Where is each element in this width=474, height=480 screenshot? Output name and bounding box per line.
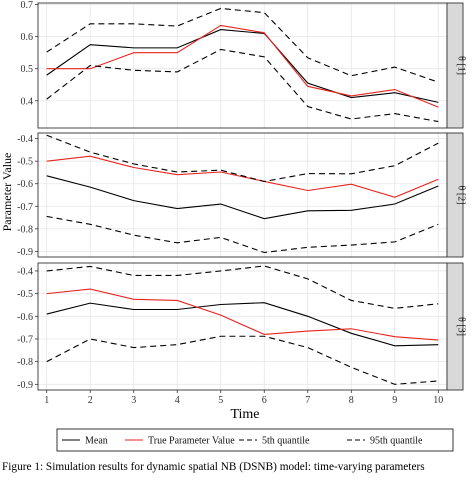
series-mean — [46, 302, 439, 347]
y-tick-label: -0.4 — [17, 266, 33, 277]
y-tick-label: -0.9 — [17, 380, 33, 391]
legend-label: True Parameter Value — [148, 436, 235, 447]
x-tick-label: 4 — [175, 395, 180, 406]
y-tick-label: -0.6 — [17, 179, 33, 190]
series-95th-quantile — [46, 265, 439, 309]
y-tick-label: -0.5 — [17, 289, 33, 300]
y-axis-label: Parameter Value — [0, 153, 14, 232]
series-true-value — [46, 24, 439, 108]
legend: Mean True Parameter Value 5th quantile 95th… — [56, 428, 454, 452]
y-tick-label: 0.7 — [21, 0, 34, 11]
x-tick-label: 9 — [392, 395, 397, 406]
x-tick-label: 2 — [88, 395, 93, 406]
y-tick-label: 0.6 — [21, 32, 34, 43]
series-5th-quantile — [46, 48, 439, 123]
series-mean — [46, 175, 439, 220]
panel-2: -0.4 -0.5 -0.6 -0.7 -0.8 -0.9 θ [2] — [17, 132, 467, 258]
legend-label: Mean — [85, 436, 108, 447]
y-tick-label: 0.5 — [21, 64, 34, 75]
x-axis-layer: 1 2 3 4 5 6 7 8 9 10 — [44, 390, 443, 406]
panel-strip — [446, 132, 464, 258]
panel-strip-label: θ [3] — [456, 317, 467, 336]
x-tick-label: 10 — [433, 395, 443, 406]
panel-strip-label: θ [2] — [456, 186, 467, 205]
x-axis-label: Time — [230, 407, 259, 422]
series-5th-quantile — [46, 215, 439, 254]
y-tick-label: -0.8 — [17, 357, 33, 368]
series-true-value — [46, 155, 439, 198]
panels-layer: 0.40.50.60.7θ [1]-0.4-0.5-0.6-0.7-0.8-0.… — [17, 0, 466, 391]
y-tick-label: -0.9 — [17, 247, 33, 258]
panel-background — [38, 263, 447, 390]
series-95th-quantile — [46, 7, 439, 83]
panel-strip — [446, 2, 464, 129]
legend-label: 5th quantile — [262, 436, 310, 447]
series-5th-quantile — [46, 335, 439, 385]
y-tick-label: 0.4 — [21, 96, 34, 107]
panel-1: 0.4 0.5 0.6 0.7 θ [1] — [21, 0, 467, 129]
series-mean — [46, 29, 439, 103]
y-tick-label: -0.7 — [17, 334, 33, 345]
series-95th-quantile — [46, 134, 439, 183]
y-tick-label: -0.4 — [17, 134, 33, 145]
y-tick-label: -0.8 — [17, 224, 33, 235]
legend-label: 95th quantile — [370, 436, 423, 447]
panel-3: -0.4 -0.5 -0.6 -0.7 -0.8 -0.9 θ [3] — [17, 262, 467, 391]
panel-background — [38, 3, 447, 128]
panel-strip-label: θ [1] — [456, 56, 467, 75]
x-tick-label: 5 — [218, 395, 223, 406]
panel-background — [38, 133, 447, 257]
x-tick-label: 6 — [262, 395, 267, 406]
series-true-value — [46, 288, 439, 341]
y-tick-label: -0.5 — [17, 157, 33, 168]
x-tick-label: 3 — [131, 395, 136, 406]
x-tick-label: 8 — [349, 395, 354, 406]
x-tick-label: 1 — [44, 395, 49, 406]
figure-caption: Figure 1: Simulation results for dynamic… — [2, 461, 425, 473]
x-tick-label: 7 — [305, 395, 310, 406]
y-tick-label: -0.6 — [17, 312, 33, 323]
y-tick-label: -0.7 — [17, 202, 33, 213]
panel-strip — [446, 262, 464, 391]
